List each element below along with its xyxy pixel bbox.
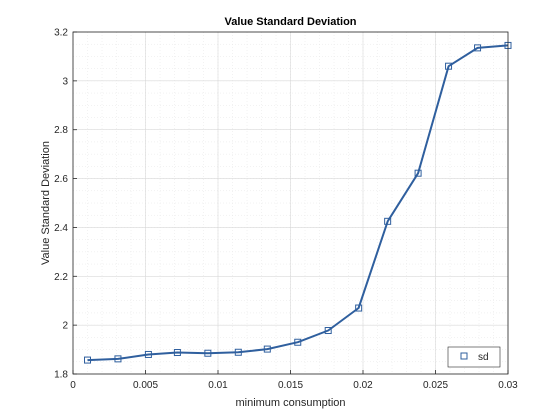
x-tick-label: 0.005	[133, 380, 158, 391]
data-point-sd	[414, 169, 422, 177]
y-tick-label: 2.6	[54, 174, 68, 185]
data-point-sd	[355, 304, 363, 312]
data-point-sd	[144, 350, 152, 358]
y-tick-label: 3.2	[54, 28, 68, 39]
x-tick-label: 0.02	[353, 380, 373, 391]
data-point-sd	[445, 62, 453, 70]
data-point-sd	[114, 355, 122, 363]
x-axis-label: minimum consumption	[235, 397, 345, 409]
y-tick-label: 2.8	[54, 125, 68, 136]
x-tick-label: 0.025	[423, 380, 448, 391]
data-point-sd	[324, 327, 332, 335]
chart-title: Value Standard Deviation	[224, 16, 356, 28]
y-tick-label: 2.4	[54, 223, 68, 234]
data-point-sd	[263, 345, 271, 353]
data-point-sd	[204, 349, 212, 357]
legend: sd	[447, 346, 501, 368]
data-point-sd	[294, 338, 302, 346]
y-tick-label: 1.8	[54, 370, 68, 381]
legend-entry-sd: sd	[478, 352, 489, 363]
grid	[72, 31, 509, 375]
x-tick-label: 0.03	[498, 380, 518, 391]
data-point-sd	[84, 356, 91, 364]
data-point-sd	[234, 348, 242, 356]
x-tick-label: 0.015	[278, 380, 303, 391]
series-line-sd	[87, 44, 509, 362]
x-tick-label: 0	[70, 380, 76, 391]
data-point-sd	[474, 44, 482, 52]
x-tick-label: 0.01	[208, 380, 228, 391]
legend-box	[447, 346, 501, 368]
legend-marker-square	[460, 352, 468, 360]
y-axis-label: Value Standard Deviation	[40, 141, 52, 265]
y-tick-label: 2.2	[54, 272, 68, 283]
y-tick-label: 3	[62, 76, 68, 87]
ticks: 0 0.005 0.01 0.015 0.02 0.025 0.03 1.8 2 2.2 2.4 2.…	[54, 28, 518, 392]
data-point-sd	[173, 349, 181, 357]
y-tick-label: 2	[62, 321, 68, 332]
data-point-sd	[384, 217, 392, 225]
